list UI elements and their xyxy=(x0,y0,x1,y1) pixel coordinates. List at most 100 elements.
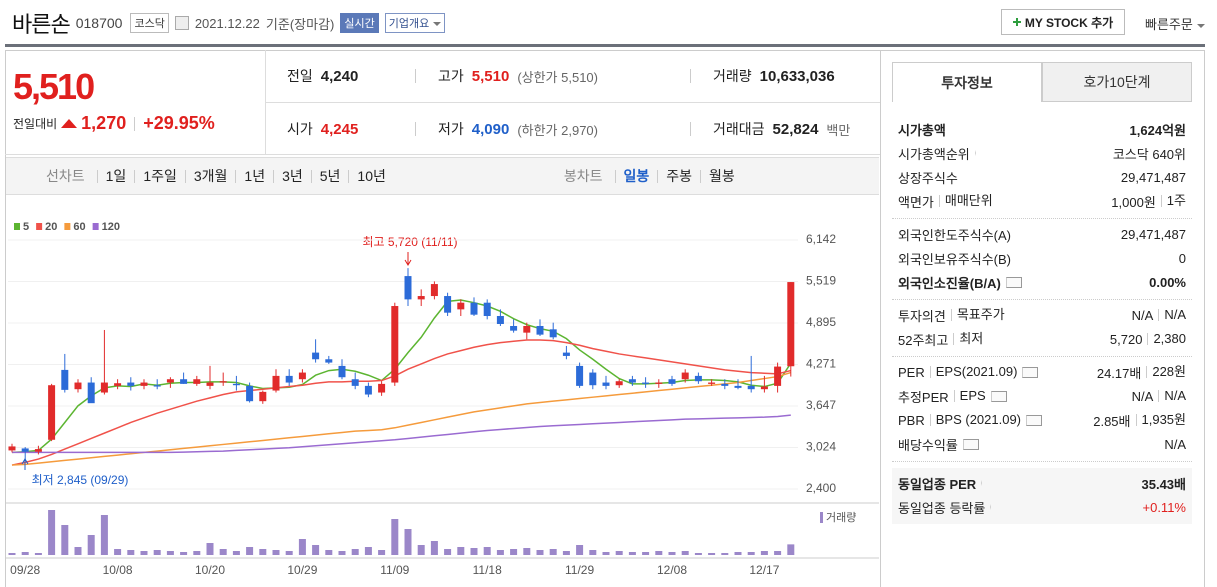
volume-bar xyxy=(615,551,623,555)
volume-bar xyxy=(483,547,491,555)
summary: 전일 4,240 고가 5,510 (상한가 5,510) 거래량 10,633,036 시가… xyxy=(265,50,880,155)
summary-label: 거래량 xyxy=(713,68,752,84)
info-label: 액면가 매매단위 xyxy=(898,192,993,211)
info-section: PER EPS(2021.09) 24.17배 228원 추정PER EPS N/A N/A P… xyxy=(892,357,1192,462)
summary-value: 5,510 xyxy=(471,67,510,85)
info: 시가총액 1,624억원 시가총액순위 코스닥 640위 상장주식수 29,471,487… xyxy=(892,114,1192,524)
info-row: 시가총액순위 코스닥 640위 xyxy=(892,141,1192,165)
label-part: 추정PER xyxy=(898,389,949,405)
summary-row: 시가 4,245 저가 4,090 (하한가 2,970) 거래대금 52,824 백만 xyxy=(265,102,880,155)
realtime-button[interactable]: 실시간 xyxy=(340,13,379,33)
my-stock-button[interactable]: MY STOCK 추가 xyxy=(1001,9,1125,35)
value-part: 228원 xyxy=(1146,365,1186,378)
info-section: 외국인한도주식수(A) 29,471,487 외국인보유주식수(B) 0 외국인소진율(… xyxy=(892,219,1192,300)
value-part: N/A xyxy=(1158,308,1186,321)
candle-body xyxy=(668,379,676,384)
arrow-icon[interactable] xyxy=(990,504,999,510)
volume-bar xyxy=(404,529,412,555)
value-part: +0.11% xyxy=(1142,499,1187,515)
candle-body xyxy=(496,316,504,324)
info-tab[interactable]: 호가10단계 xyxy=(1042,62,1192,102)
candle-body xyxy=(457,302,465,310)
value-part: 1,624억원 xyxy=(1129,122,1186,138)
company-info-dropdown[interactable]: 기업개요 xyxy=(384,13,446,33)
quick-order[interactable]: 빠른주문 xyxy=(1145,14,1205,33)
candle-body xyxy=(272,375,280,391)
info-row: 동일업종 PER 35.43배 xyxy=(892,471,1192,495)
y-tick-label: 5,519 xyxy=(806,274,836,288)
info-tab[interactable]: 투자정보 xyxy=(892,62,1042,102)
candle-body xyxy=(562,352,570,356)
volume-bar xyxy=(642,552,650,555)
candle-body xyxy=(153,385,161,387)
candle-body xyxy=(787,282,795,367)
legend-swatch xyxy=(64,223,71,230)
volume-bar xyxy=(734,552,742,555)
candle-body xyxy=(708,382,716,384)
candle-body xyxy=(774,366,782,386)
period-tab[interactable]: 3년 xyxy=(273,169,311,183)
period-tab[interactable]: 1주일 xyxy=(134,169,185,183)
info-label: 외국인소진율(B/A) xyxy=(898,273,1022,292)
period-tab[interactable]: 3개월 xyxy=(184,169,236,183)
chart: 최고 5,720 (11/11) 최저 2,845 (09/29) 2,400 3… xyxy=(6,221,879,577)
period-tab[interactable]: 1년 xyxy=(235,169,273,183)
volume-bar xyxy=(34,553,42,555)
info-label: 배당수익률 xyxy=(898,435,979,454)
volume-bar xyxy=(536,550,544,555)
volume-bar xyxy=(48,510,56,555)
summary-cell: 저가 4,090 (하한가 2,970) xyxy=(415,121,690,138)
candle-body xyxy=(259,391,267,402)
period-tab[interactable]: 주봉 xyxy=(657,169,700,183)
info-label: PBR BPS (2021.09) xyxy=(898,413,1043,428)
current-price: 5,510 xyxy=(13,66,95,107)
period-tab[interactable]: 10년 xyxy=(348,169,393,183)
info-label: 추정PER EPS xyxy=(898,387,1007,406)
candle-body xyxy=(576,365,584,386)
period-tab[interactable]: 일봉 xyxy=(614,169,658,183)
summary-note: 백만 xyxy=(826,122,851,138)
info-label: 상장주식수 xyxy=(898,168,958,187)
header: 바른손 018700 코스닥 2021.12.22 기준(장마감) 실시간 기업… xyxy=(12,7,446,39)
help-icon[interactable] xyxy=(1005,276,1022,288)
volume-bar xyxy=(510,549,518,555)
candle-body xyxy=(34,449,42,452)
header-rule xyxy=(5,44,1205,47)
info-label: 동일업종 PER xyxy=(898,474,990,493)
info-value: N/A N/A xyxy=(1132,308,1186,323)
arrow-icon[interactable] xyxy=(981,480,990,486)
period-tab[interactable]: 5년 xyxy=(310,169,349,183)
arrow-icon[interactable] xyxy=(974,150,984,156)
candle-chart-title[interactable]: 봉차트 xyxy=(563,168,603,184)
candle-body xyxy=(100,382,108,393)
info-value: 5,720 2,380 xyxy=(1110,332,1186,347)
volume-bar xyxy=(74,547,82,555)
line-chart-title[interactable]: 선차트 xyxy=(46,168,85,184)
x-tick-label: 10/08 xyxy=(103,563,133,577)
candle-body xyxy=(483,302,491,317)
label-part: 매매단위 xyxy=(938,194,993,207)
volume-bar xyxy=(708,553,716,555)
period-tab[interactable]: 1일 xyxy=(96,169,135,183)
candle-body xyxy=(444,296,452,313)
info-row: 배당수익률 N/A xyxy=(892,432,1192,456)
candle-body xyxy=(74,382,82,390)
help-icon[interactable] xyxy=(1022,366,1039,378)
help-icon[interactable] xyxy=(962,438,979,450)
help-icon[interactable] xyxy=(990,390,1007,402)
volume-bar xyxy=(87,535,95,555)
volume-bar xyxy=(444,549,452,555)
candle-body xyxy=(615,381,623,386)
legend-label: 120 xyxy=(102,221,120,233)
period-tab[interactable]: 월봉 xyxy=(700,169,743,183)
y-tick-label: 3,647 xyxy=(806,398,836,412)
summary-note: (하한가 2,970) xyxy=(517,122,598,138)
help-icon[interactable] xyxy=(1026,414,1043,426)
value-part: N/A xyxy=(1131,388,1154,404)
x-tick-label: 12/17 xyxy=(749,563,779,577)
value-part: 0 xyxy=(1178,250,1186,266)
candle-body xyxy=(417,296,425,300)
summary-label: 저가 xyxy=(438,121,464,137)
change: 전일대비 1,270 +29.95% xyxy=(13,113,215,134)
info-label: PER EPS(2021.09) xyxy=(898,365,1039,380)
